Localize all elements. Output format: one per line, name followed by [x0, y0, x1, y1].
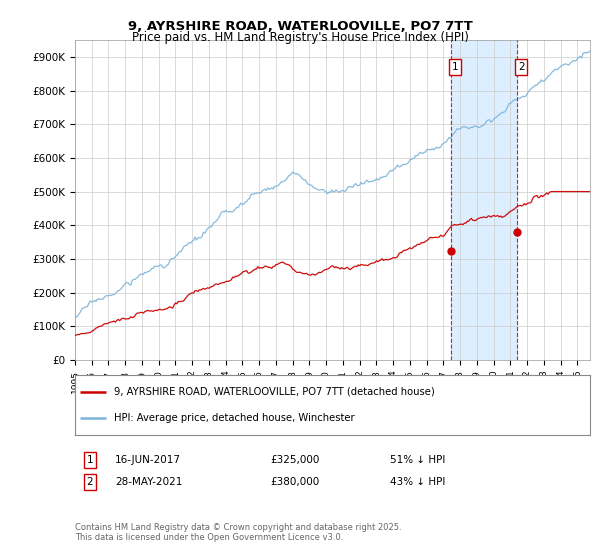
Text: 16-JUN-2017: 16-JUN-2017 [115, 455, 181, 465]
Text: Contains HM Land Registry data © Crown copyright and database right 2025.
This d: Contains HM Land Registry data © Crown c… [75, 522, 401, 542]
Text: 51% ↓ HPI: 51% ↓ HPI [390, 455, 445, 465]
Text: 28-MAY-2021: 28-MAY-2021 [115, 477, 182, 487]
Text: Price paid vs. HM Land Registry's House Price Index (HPI): Price paid vs. HM Land Registry's House … [131, 31, 469, 44]
Text: £380,000: £380,000 [270, 477, 319, 487]
Text: 1: 1 [86, 455, 94, 465]
Text: 9, AYRSHIRE ROAD, WATERLOOVILLE, PO7 7TT (detached house): 9, AYRSHIRE ROAD, WATERLOOVILLE, PO7 7TT… [113, 387, 434, 397]
Text: 1: 1 [452, 62, 458, 72]
Text: 2: 2 [518, 62, 524, 72]
Text: HPI: Average price, detached house, Winchester: HPI: Average price, detached house, Winc… [113, 413, 354, 423]
Text: 43% ↓ HPI: 43% ↓ HPI [390, 477, 445, 487]
Bar [451, 40, 517, 360]
Text: 9, AYRSHIRE ROAD, WATERLOOVILLE, PO7 7TT: 9, AYRSHIRE ROAD, WATERLOOVILLE, PO7 7TT [128, 20, 472, 32]
Text: 2: 2 [86, 477, 94, 487]
Text: £325,000: £325,000 [270, 455, 319, 465]
